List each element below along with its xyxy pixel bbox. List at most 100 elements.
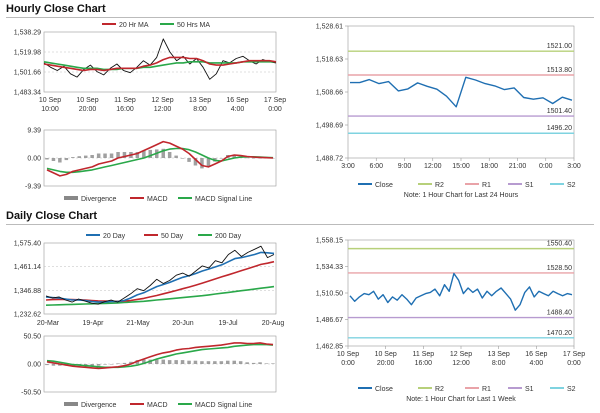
daily-macd-divergence-bar <box>84 364 88 366</box>
hourly-24h-legend-s1-label: S1 <box>525 182 534 189</box>
hourly-macd-macd-line <box>46 140 274 177</box>
hourly-macd-divergence-bar <box>187 158 191 162</box>
daily-1w-x-tick-label: 20:00 <box>377 360 395 367</box>
daily-price-plot-frame <box>43 242 277 315</box>
hourly_price-y-tick-label: 1,538.29 <box>14 30 41 37</box>
hourly-24h-y-tick-label: 1,518.63 <box>316 57 343 64</box>
hourly-24h-legend-r1-label: R1 <box>482 182 491 189</box>
daily-macd-divergence-bar <box>238 361 243 364</box>
daily-macd-divergence-bar <box>96 364 101 366</box>
daily-macd-divergence-bar <box>58 364 62 366</box>
daily-macd-legend-divergence-label: Divergence <box>81 402 117 409</box>
daily-1w-x-tick-label: 10 Sep <box>337 351 359 358</box>
daily-macd-divergence-bar <box>116 363 120 364</box>
hourly-macd-divergence-bar <box>116 152 120 158</box>
daily-macd-divergence-bar <box>219 361 224 364</box>
hourly-price-x-tick-label: 0:00 <box>268 106 282 113</box>
hourly-24h-x-tick-label: 9:00 <box>398 163 412 170</box>
daily-1w-legend-r2-label: R2 <box>435 386 444 393</box>
daily-macd-divergence-bar <box>245 362 249 364</box>
daily-macd-divergence-bar <box>90 364 94 366</box>
hourly-24h-y-tick-label: 1,488.72 <box>316 156 343 163</box>
hourly-50hr-ma-line <box>43 60 276 71</box>
hourly-24h-x-tick-label: 12:00 <box>424 163 442 170</box>
hourly-24h-level-r1-label: 1513.80 <box>547 67 572 74</box>
hourly_price-y-tick-label: 1,483.34 <box>14 90 41 97</box>
daily-macd-legend-macd-label: MACD <box>147 402 168 409</box>
daily-macd-macd-line <box>46 342 274 370</box>
daily-macd-chart: 50.50 0.00 -50.50 Divergence MACD MACD Signal… <box>21 334 277 409</box>
daily-macd-divergence-bar <box>264 363 269 364</box>
hourly-24h-chart: 1,528.61 1,518.63 1,508.66 1,498.69 1,488.72… <box>316 24 581 200</box>
daily-close-line <box>45 245 275 305</box>
hourly-24h-x-tick-label: 6:00 <box>369 163 383 170</box>
hourly-macd-divergence-bar <box>180 158 185 159</box>
hourly-price-x-tick-label: 11 Sep <box>114 97 136 104</box>
daily-1w-x-tick-label: 12:00 <box>452 360 470 367</box>
hourly-24h-x-tick-label: 0:00 <box>539 163 553 170</box>
hourly-24h-legend-s2-label: S2 <box>567 182 576 189</box>
hourly-macd-divergence-bar <box>219 158 224 159</box>
daily-legend-50day-label: 50 Day <box>161 233 184 240</box>
hourly-macd-divergence-bar <box>174 155 178 158</box>
daily-macd-divergence-bar <box>193 360 198 364</box>
daily-macd-divergence-bar <box>251 362 256 364</box>
daily-macd-divergence-bar <box>45 364 49 366</box>
hourly-macd-divergence-bar <box>200 158 204 169</box>
hourly_price-y-tick-label: 1,519.98 <box>14 50 41 57</box>
hourly-macd-legend-macd-label: MACD <box>147 196 168 203</box>
hourly-macd-divergence-bar <box>51 158 56 161</box>
daily-price-x-tick-label: 21-May <box>126 320 150 327</box>
hourly-macd-divergence-bar <box>232 155 236 158</box>
hourly-24h-x-tick-label: 15:00 <box>452 163 470 170</box>
daily-1w-x-tick-label: 12 Sep <box>450 351 472 358</box>
daily-price-chart: 1,575.40 1,461.14 1,346.88 1,232.62 20 Day 50… <box>14 233 285 327</box>
daily-1w-y-tick-label: 1,510.50 <box>316 291 343 298</box>
hourly-macd-divergence-bar <box>122 152 127 158</box>
daily-macd-divergence-bar <box>142 359 146 364</box>
daily-macd-divergence-bar <box>232 360 236 364</box>
hourly-price-x-tick-label: 13 Sep <box>189 97 211 104</box>
hourly-macd-divergence-bar <box>71 157 75 158</box>
daily-1w-plot-frame <box>347 239 575 347</box>
daily_macd-y-tick-label: 0.00 <box>27 362 41 369</box>
hourly_macd-y-tick-label: 9.39 <box>27 128 41 135</box>
hourly-24h-y-tick-label: 1,498.69 <box>316 123 343 130</box>
daily-1w-y-tick-label: 1,462.85 <box>316 344 343 351</box>
daily-1w-x-tick-label: 8:00 <box>492 360 506 367</box>
hourly-price-x-tick-label: 12:00 <box>154 106 172 113</box>
daily-macd-legend-divergence-swatch <box>64 402 78 406</box>
hourly-macd-divergence-bar <box>245 157 249 159</box>
daily-price-x-tick-label: 19-Jul <box>218 320 238 327</box>
hourly-24h-x-tick-label: 3:00 <box>341 163 355 170</box>
hourly-macd-signal-line <box>46 147 274 174</box>
hourly-macd-legend-divergence-label: Divergence <box>81 196 117 203</box>
hourly_macd-y-tick-label: -9.39 <box>25 184 41 191</box>
daily-macd-divergence-bar <box>206 361 211 364</box>
hourly-price-x-tick-label: 8:00 <box>193 106 207 113</box>
hourly-24h-y-tick-label: 1,528.61 <box>316 24 343 31</box>
daily-macd-divergence-bar <box>129 361 133 364</box>
hourly-close-line <box>43 38 277 80</box>
daily-1w-x-tick-label: 11 Sep <box>412 351 434 358</box>
daily-macd-divergence-bar <box>161 359 165 364</box>
daily-1w-legend-close-label: Close <box>375 386 393 393</box>
daily-1w-level-s2-label: 1470.20 <box>547 330 572 337</box>
hourly-legend-20hr-ma-label: 20 Hr MA <box>119 22 149 29</box>
hourly-macd-divergence-bar <box>193 158 198 166</box>
daily-price-x-tick-label: 20-Aug <box>262 320 285 327</box>
hourly-macd-divergence-bar <box>148 149 152 158</box>
daily-1w-x-tick-label: 16:00 <box>415 360 433 367</box>
daily-price-x-tick-label: 20-Mar <box>37 320 60 327</box>
hourly-macd-divergence-bar <box>167 152 172 158</box>
hourly-legend-50hr-ma-label: 50 Hrs MA <box>177 22 210 29</box>
daily-1w-x-tick-label: 10 Sep <box>375 351 397 358</box>
daily-title-rule <box>6 224 594 225</box>
hourly-24h-level-s2-label: 1496.20 <box>547 125 572 132</box>
daily-macd-signal-line <box>46 343 274 369</box>
hourly-macd-divergence-bar <box>58 158 62 163</box>
hourly-price-x-tick-label: 17 Sep <box>264 97 286 104</box>
daily_price-y-tick-label: 1,232.62 <box>14 312 41 319</box>
daily-macd-divergence-bar <box>271 363 275 364</box>
hourly-macd-legend-divergence-swatch <box>64 196 78 200</box>
